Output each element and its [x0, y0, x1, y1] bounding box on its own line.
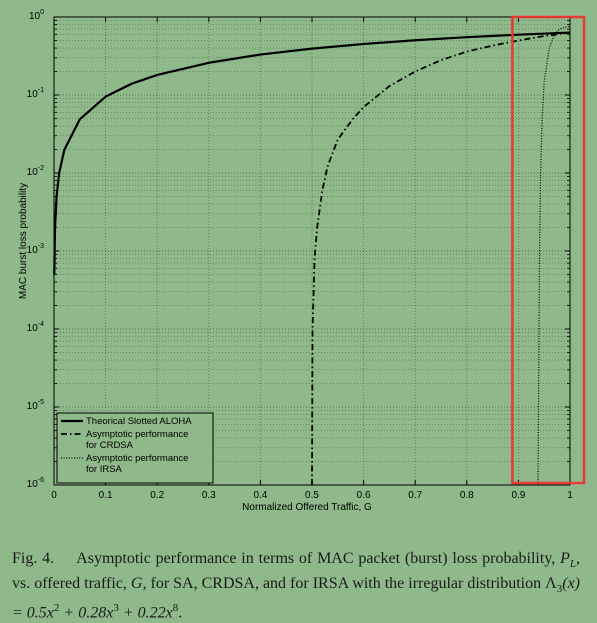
y-axis-label: MAC burst loss probability — [18, 183, 29, 299]
y-tick-label: 100 — [29, 9, 44, 22]
lambda-symbol: Λ — [545, 575, 557, 593]
y-tick-label: 10-5 — [27, 399, 44, 412]
x-tick-label: 0.9 — [511, 490, 525, 501]
legend-label-3: Asymptotic performance — [86, 453, 188, 464]
red-highlight-rect — [511, 15, 586, 485]
x-tick-label: 0.1 — [99, 490, 113, 501]
x-axis-label: Normalized Offered Traffic, G — [242, 502, 372, 513]
exponent-2: 3 — [113, 602, 119, 615]
loss-probability-chart: 0 0.1 0.2 0.3 0.4 0.5 0.6 0.7 0.8 0.9 1 100 10-1 10-2… — [18, 9, 586, 513]
x-tick-label: 0.4 — [253, 490, 267, 501]
legend: Theorical Slotted ALOHA Asymptotic perfor… — [56, 412, 214, 484]
data-series — [53, 25, 571, 486]
pl-subscript: L — [569, 558, 577, 571]
series-line-1 — [53, 31, 571, 275]
axis-labels: Normalized Offered Traffic, G MAC burst l… — [18, 183, 372, 513]
pl-symbol: P — [560, 550, 570, 567]
legend-label-2: for CRDSA — [86, 440, 134, 451]
series-line-2 — [311, 31, 571, 486]
axis-ticks: 0 0.1 0.2 0.3 0.4 0.5 0.6 0.7 0.8 0.9 1 100 10-1 10-2… — [27, 9, 574, 501]
y-tick-label: 10-4 — [27, 321, 44, 334]
x-tick-label: 0.6 — [357, 490, 371, 501]
legend-label-1: Theorical Slotted ALOHA — [86, 416, 192, 427]
x-tick-label: 0 — [51, 490, 57, 501]
figure-number: Fig. 4. — [12, 550, 55, 567]
g-symbol: G — [130, 575, 143, 593]
series-line-3 — [537, 25, 571, 486]
x-tick-label: 0.3 — [202, 490, 216, 501]
legend-label-3: for IRSA — [86, 464, 123, 475]
legend-box — [56, 412, 214, 484]
figure-caption: Fig. 4. Asymptotic performance in terms o… — [12, 549, 580, 623]
formula-part-2: + 0.28x — [59, 604, 114, 622]
exponent-1: 2 — [53, 602, 60, 615]
y-tick-label: 10-3 — [27, 243, 44, 256]
x-tick-label: 1 — [567, 490, 573, 501]
lambda-subscript: 3 — [556, 583, 563, 596]
caption-end: . — [178, 604, 183, 622]
x-tick-label: 0.7 — [408, 490, 422, 501]
y-tick-label: 10-6 — [27, 477, 44, 490]
x-tick-label: 0.5 — [305, 490, 319, 501]
exponent-3: 8 — [172, 602, 179, 615]
legend-label-2: Asymptotic performance — [86, 429, 188, 440]
y-tick-label: 10-1 — [27, 87, 44, 100]
caption-text-3: , for SA, CRDSA, and for IRSA with the i… — [142, 575, 546, 593]
caption-text-2: , vs. offered traffic, — [12, 550, 581, 593]
formula-part-3: + 0.22x — [118, 604, 173, 622]
highlight-box — [511, 15, 586, 485]
x-tick-label: 0.8 — [460, 490, 474, 501]
x-tick-label: 0.2 — [150, 490, 164, 501]
y-tick-label: 10-2 — [27, 165, 44, 178]
caption-text-1: Asymptotic performance in terms of MAC p… — [76, 550, 561, 567]
